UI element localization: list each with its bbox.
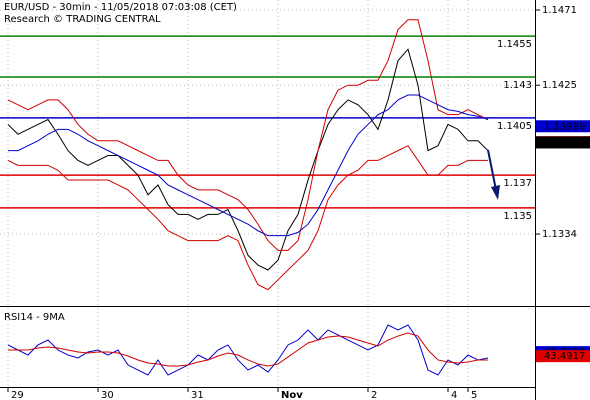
series-line <box>7 324 489 376</box>
forecast-arrow-head <box>491 185 500 200</box>
y-tick-label: 1.1425 <box>542 80 577 91</box>
level-label: 1.1455 <box>497 39 532 50</box>
price-tag: 1.139 <box>536 136 590 149</box>
level-label: 1.143 <box>503 80 532 91</box>
x-tick-label: 31 <box>191 390 204 400</box>
series-line <box>7 145 488 291</box>
price-tag-label: 43.4917 <box>544 351 585 362</box>
price-tag-label: 1.139 <box>544 137 573 148</box>
price-tag-box <box>536 120 590 133</box>
level-label: 1.135 <box>503 211 532 222</box>
price-tag-box <box>536 136 590 149</box>
x-tick-label: 5 <box>471 390 477 400</box>
x-tick-label: 29 <box>11 390 24 400</box>
series-line <box>7 48 489 271</box>
level-label: 1.1405 <box>497 121 532 132</box>
y-tick-label: 1.1471 <box>542 5 577 16</box>
forecast-arrow <box>487 149 497 191</box>
price-tag: 1.13999 <box>536 120 590 133</box>
series-line <box>8 94 489 237</box>
chart-subtitle: Research © TRADING CENTRAL <box>4 14 161 25</box>
level-label: 1.137 <box>503 178 532 189</box>
rsi-title: RSI14 - 9MA <box>4 312 65 323</box>
x-tick-label: Nov <box>281 390 303 400</box>
series-line <box>8 332 488 367</box>
y-tick-label: 1.1334 <box>542 229 577 240</box>
series-line <box>7 19 489 251</box>
x-tick-label: 4 <box>451 390 457 400</box>
x-tick-label: 2 <box>371 390 377 400</box>
x-tick-label: 30 <box>101 390 114 400</box>
chart-title: EUR/USD - 30min - 11/05/2018 07:03:08 (C… <box>4 2 237 13</box>
price-tag-label: 1.13999 <box>544 121 585 132</box>
price-tag-box <box>536 350 590 363</box>
price-tag: 43.4917 <box>536 350 590 363</box>
